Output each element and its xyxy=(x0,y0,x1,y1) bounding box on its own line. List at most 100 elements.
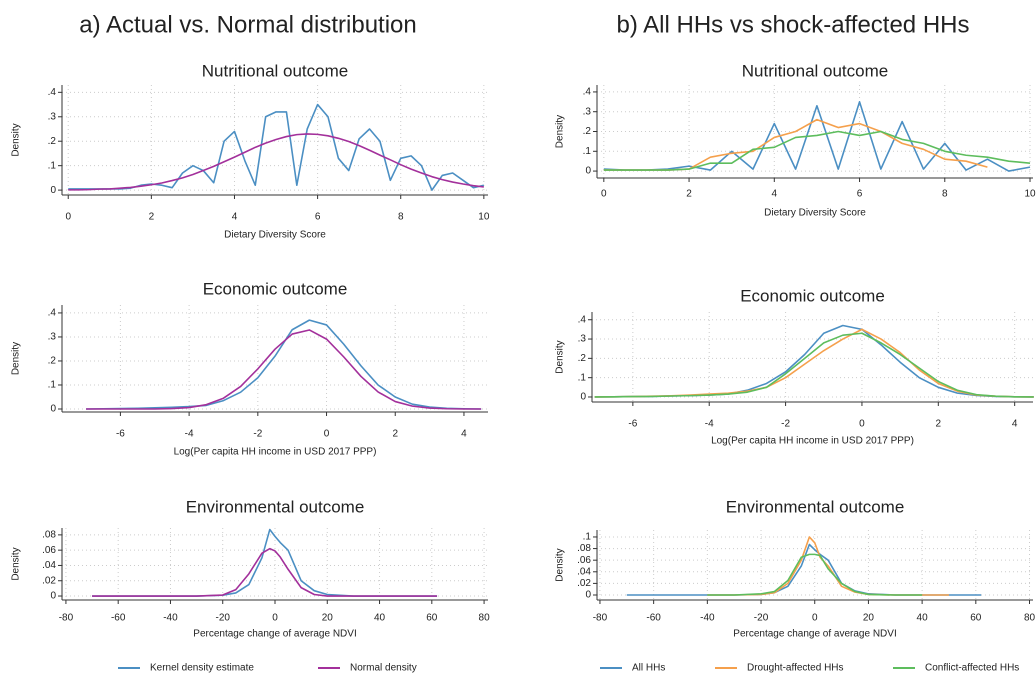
y-tick-label: .1 xyxy=(578,372,587,383)
x-tick-label: 10 xyxy=(478,212,490,223)
x-tick-label: 10 xyxy=(1024,189,1036,200)
density-line xyxy=(603,130,1031,171)
x-tick-label: -40 xyxy=(700,613,715,624)
x-axis-label: Percentage change of average NDVI xyxy=(193,629,356,640)
y-tick-label: 0 xyxy=(585,166,591,177)
x-tick-label: -6 xyxy=(116,429,125,440)
legend-label: All HHs xyxy=(632,663,665,674)
y-tick-label: .06 xyxy=(577,555,591,566)
legend-label: Drought-affected HHs xyxy=(747,663,844,674)
x-tick-label: 0 xyxy=(272,613,278,624)
y-tick-label: .3 xyxy=(48,111,57,122)
x-tick-label: 2 xyxy=(936,419,942,430)
x-tick-label: -6 xyxy=(628,419,637,430)
x-tick-label: -40 xyxy=(163,613,178,624)
chart-title: Nutritional outcome xyxy=(742,61,888,80)
x-tick-label: 20 xyxy=(863,613,875,624)
x-axis-label: Dietary Diversity Score xyxy=(764,208,866,219)
x-tick-label: 0 xyxy=(65,212,71,223)
x-tick-label: 60 xyxy=(426,613,438,624)
x-tick-label: -60 xyxy=(646,613,661,624)
density-line xyxy=(68,103,485,191)
y-tick-label: 0 xyxy=(50,591,56,602)
chart-title: Economic outcome xyxy=(203,279,348,298)
y-tick-label: .02 xyxy=(42,575,56,586)
x-tick-label: 4 xyxy=(1012,419,1018,430)
x-tick-label: -20 xyxy=(216,613,231,624)
panel-title: b) All HHs vs shock-affected HHs xyxy=(616,11,969,38)
y-tick-label: .1 xyxy=(583,146,592,157)
x-tick-label: 0 xyxy=(601,189,607,200)
chart-title: Nutritional outcome xyxy=(202,61,348,80)
y-tick-label: .2 xyxy=(48,136,57,147)
density-line xyxy=(594,324,1034,398)
y-tick-label: .1 xyxy=(583,532,592,543)
density-line xyxy=(707,553,923,596)
x-tick-label: -2 xyxy=(781,419,790,430)
x-axis-label: Dietary Diversity Score xyxy=(224,230,326,241)
y-tick-label: .3 xyxy=(48,332,57,343)
x-axis-label: Percentage change of average NDVI xyxy=(733,629,896,640)
legend-label: Normal density xyxy=(350,663,417,674)
y-tick-label: .4 xyxy=(48,87,57,98)
x-tick-label: 40 xyxy=(374,613,386,624)
x-tick-label: 0 xyxy=(324,429,330,440)
x-tick-label: 2 xyxy=(392,429,398,440)
x-tick-label: 4 xyxy=(232,212,238,223)
y-tick-label: .06 xyxy=(42,545,56,556)
y-tick-label: .04 xyxy=(577,566,591,577)
y-tick-label: .2 xyxy=(48,356,57,367)
x-tick-label: 2 xyxy=(686,189,692,200)
x-tick-label: -4 xyxy=(185,429,194,440)
chart-title: Environmental outcome xyxy=(726,497,905,516)
y-tick-label: .2 xyxy=(583,126,592,137)
y-axis-label: Density xyxy=(11,342,22,375)
y-axis-label: Density xyxy=(555,340,566,373)
y-axis-label: Density xyxy=(555,115,566,148)
y-tick-label: .2 xyxy=(578,353,587,364)
legend-label: Kernel density estimate xyxy=(150,663,254,674)
x-tick-label: 60 xyxy=(970,613,982,624)
y-tick-label: .4 xyxy=(578,314,587,325)
y-tick-label: .3 xyxy=(583,106,592,117)
chart-title: Environmental outcome xyxy=(186,497,365,516)
y-axis-label: Density xyxy=(11,547,22,580)
density-line xyxy=(86,319,482,410)
y-axis-label: Density xyxy=(555,548,566,581)
panel-title: a) Actual vs. Normal distribution xyxy=(79,11,416,38)
y-tick-label: .4 xyxy=(48,308,57,319)
y-tick-label: .04 xyxy=(42,560,56,571)
legend-label: Conflict-affected HHs xyxy=(925,663,1019,674)
density-line xyxy=(86,329,482,410)
x-tick-label: 4 xyxy=(461,429,467,440)
x-axis-label: Log(Per capita HH income in USD 2017 PPP… xyxy=(711,436,914,447)
density-line xyxy=(68,133,484,191)
y-tick-label: 0 xyxy=(580,392,586,403)
chart-title: Economic outcome xyxy=(740,286,885,305)
x-tick-label: 80 xyxy=(1024,613,1036,624)
y-tick-label: .02 xyxy=(577,578,591,589)
x-tick-label: -80 xyxy=(59,613,74,624)
x-tick-label: 20 xyxy=(322,613,334,624)
density-line xyxy=(92,528,438,597)
y-tick-label: 0 xyxy=(50,404,56,415)
x-tick-label: 6 xyxy=(315,212,321,223)
y-tick-label: .3 xyxy=(578,334,587,345)
x-tick-label: -20 xyxy=(754,613,769,624)
x-tick-label: 4 xyxy=(772,189,778,200)
x-tick-label: -60 xyxy=(111,613,126,624)
x-tick-label: 40 xyxy=(917,613,929,624)
y-axis-label: Density xyxy=(11,123,22,156)
density-line xyxy=(92,547,438,597)
x-tick-label: 2 xyxy=(149,212,155,223)
density-line xyxy=(707,536,949,596)
y-tick-label: .1 xyxy=(48,380,57,391)
y-tick-label: .4 xyxy=(583,87,592,98)
y-tick-label: 0 xyxy=(50,185,56,196)
y-tick-label: 0 xyxy=(585,590,591,601)
x-tick-label: 8 xyxy=(398,212,404,223)
x-tick-label: -4 xyxy=(705,419,714,430)
x-axis-label: Log(Per capita HH income in USD 2017 PPP… xyxy=(174,447,377,458)
y-tick-label: .08 xyxy=(42,530,56,541)
